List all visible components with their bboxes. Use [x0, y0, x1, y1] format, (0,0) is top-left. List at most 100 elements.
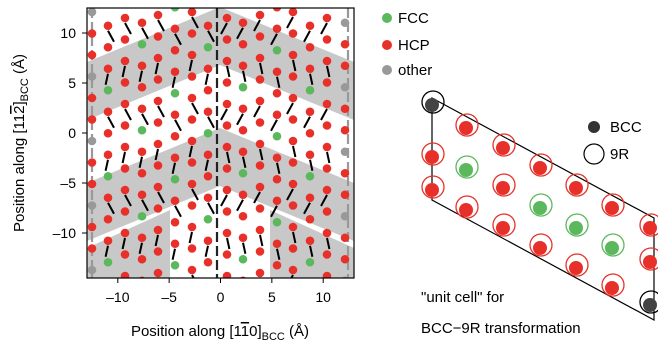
- bond: [121, 151, 126, 164]
- ninr-atom-ring: [639, 290, 658, 314]
- atom: [272, 110, 282, 120]
- atom: [238, 254, 248, 264]
- bond: [157, 19, 165, 32]
- atom: [153, 10, 163, 20]
- bcc-atom: [569, 221, 583, 235]
- bond: [303, 202, 311, 215]
- legend-other-label: other: [398, 62, 432, 79]
- x-tick-label: 0: [217, 289, 225, 305]
- atom: [103, 128, 113, 138]
- ninr-atom-ring: [455, 195, 479, 219]
- atom: [272, 67, 282, 77]
- atom: [137, 168, 147, 178]
- atom: [187, 50, 197, 60]
- atom: [340, 82, 350, 92]
- phase-legend: FCC HCP other: [382, 10, 432, 79]
- bond: [220, 108, 228, 121]
- atom: [170, 8, 180, 12]
- bcc-atom: [425, 150, 439, 164]
- ninr-atom-ring: [492, 213, 516, 237]
- ninr-atom-ring: [565, 253, 589, 277]
- bond: [107, 30, 115, 43]
- atom: [238, 82, 248, 92]
- atom: [87, 115, 97, 124]
- bond: [253, 105, 261, 118]
- atom: [87, 72, 97, 81]
- atom: [288, 29, 298, 38]
- atom: [87, 8, 97, 17]
- bond: [121, 65, 126, 78]
- atom: [153, 75, 163, 84]
- atom: [288, 93, 298, 103]
- atom: [272, 239, 282, 249]
- atom: [340, 104, 350, 114]
- bcc-atom: [569, 261, 583, 275]
- ninr-atom-ring: [565, 213, 589, 237]
- atom: [103, 21, 113, 31]
- bond: [174, 205, 182, 218]
- atom: [322, 271, 332, 278]
- atom: [120, 121, 130, 130]
- atom: [255, 182, 265, 192]
- atom: [103, 85, 113, 95]
- band-lower: [87, 128, 354, 241]
- atom: [340, 233, 350, 243]
- atom: [238, 104, 248, 114]
- bcc-atom: [496, 221, 510, 235]
- atom: [222, 185, 232, 195]
- bond: [259, 234, 264, 247]
- atom: [203, 128, 213, 138]
- bond: [141, 27, 149, 40]
- bond: [157, 105, 165, 118]
- bond: [207, 202, 215, 215]
- bond: [237, 286, 243, 297]
- y-axis-label: Position along [112]BCC (Å): [11, 54, 31, 232]
- bond: [104, 73, 109, 85]
- atom: [222, 142, 232, 152]
- ninr-atom-ring: [421, 142, 445, 166]
- atomic-structure-plot: –10 –5 0 5 10 10 5 0 –5 –10 Position along [110]…: [11, 7, 355, 343]
- bond: [226, 65, 231, 78]
- atom: [322, 207, 332, 216]
- atom: [305, 171, 315, 181]
- atom: [203, 107, 213, 117]
- atom: [255, 268, 265, 278]
- bond: [107, 202, 115, 215]
- ninr-atom-ring: [455, 113, 479, 137]
- x-axis-ticks: –10 –5 0 5 10: [106, 278, 331, 305]
- atom-bonds: [104, 16, 331, 297]
- caption-line-2: BCC−9R transformation: [421, 320, 581, 337]
- y-tick-label: –5: [60, 175, 76, 191]
- atom: [170, 153, 180, 163]
- atom: [137, 190, 147, 200]
- atom: [153, 96, 163, 106]
- bond: [236, 199, 244, 212]
- bond: [154, 62, 159, 75]
- atom: [137, 211, 147, 221]
- atom: [340, 61, 350, 71]
- bond: [253, 19, 261, 32]
- atom: [170, 239, 180, 249]
- atom: [137, 61, 147, 71]
- bcc-marker-icon: [588, 121, 600, 133]
- bond: [141, 113, 149, 126]
- ninr-atom-ring: [421, 90, 445, 114]
- bond: [191, 16, 199, 29]
- legend-fcc: FCC: [382, 10, 429, 27]
- atom: [255, 75, 265, 84]
- atom: [87, 136, 97, 146]
- bcc-atom: [459, 121, 473, 135]
- atom: [203, 64, 213, 74]
- y-tick-label: –10: [53, 225, 77, 241]
- atom: [272, 45, 282, 55]
- atom: [187, 8, 197, 17]
- atom: [238, 125, 248, 135]
- bond: [204, 73, 209, 85]
- bcc-atom: [496, 141, 510, 155]
- bond: [320, 22, 328, 35]
- atom: [238, 233, 248, 243]
- bond: [292, 231, 297, 244]
- bond: [191, 102, 199, 115]
- atom: [203, 85, 213, 95]
